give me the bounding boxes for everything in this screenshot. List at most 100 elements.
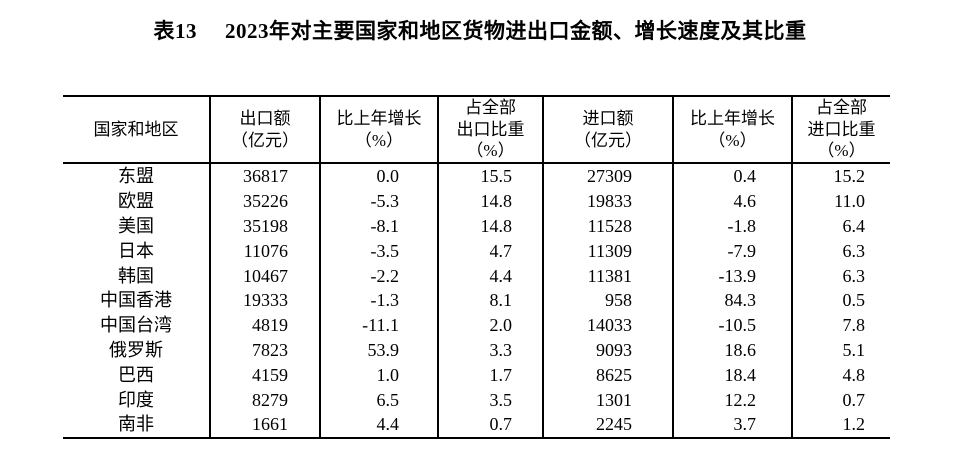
cell-region: 俄罗斯	[109, 339, 163, 360]
cell-import_amount: 11309	[542, 238, 673, 264]
cell-region: 日本	[118, 240, 154, 261]
table-row: 印度 8279 6.5 3.5 1301 12.2 0.7	[63, 387, 890, 412]
col-header-export_share: 占全部 出口比重 （%）	[437, 96, 543, 164]
table-row: 美国 35198 -8.1 14.8 11528 -1.8 6.4	[63, 213, 890, 239]
cell-region: 印度	[118, 389, 154, 410]
table-title: 表13 2023年对主要国家和地区货物进出口金额、增长速度及其比重	[0, 15, 960, 45]
cell-import_growth: 18.6	[672, 337, 792, 363]
cell-export_growth: -5.3	[319, 188, 438, 214]
cell-import_amount: 8625	[542, 362, 673, 388]
cell-import_share: 0.5	[791, 287, 890, 313]
cell-export_growth: 4.4	[319, 411, 438, 438]
cell-import_growth: 3.7	[672, 411, 792, 438]
cell-import_growth: -10.5	[672, 312, 792, 338]
cell-import_share: 6.4	[791, 213, 890, 239]
cell-import_amount: 2245	[542, 411, 673, 438]
table-title-text: 2023年对主要国家和地区货物进出口金额、增长速度及其比重	[225, 19, 807, 43]
col-header-import_amount: 进口额 （亿元）	[542, 96, 673, 164]
cell-import_growth: 0.4	[672, 163, 792, 189]
cell-import_growth: -13.9	[672, 263, 792, 288]
cell-region: 南非	[118, 414, 154, 435]
cell-export_share: 3.3	[437, 337, 543, 363]
cell-region: 韩国	[118, 265, 154, 286]
cell-export_growth: 1.0	[319, 362, 438, 388]
cell-import_amount: 27309	[542, 163, 673, 189]
col-header-import_share: 占全部 进口比重 （%）	[791, 96, 890, 164]
cell-export_share: 4.4	[437, 263, 543, 288]
table-row: 中国香港 19333 -1.3 8.1 958 84.3 0.5	[63, 287, 890, 313]
table-row: 俄罗斯 7823 53.9 3.3 9093 18.6 5.1	[63, 337, 890, 363]
col-header-region: 国家和地区	[63, 96, 210, 164]
trade-statistics-table: 国家和地区 出口额 （亿元） 比上年增长 （%） 占全部 出口比重 （%） 进口额 （亿…	[63, 95, 890, 439]
cell-export_amount: 11076	[209, 238, 320, 264]
cell-export_growth: -8.1	[319, 213, 438, 239]
table-row: 欧盟 35226 -5.3 14.8 19833 4.6 11.0	[63, 188, 890, 214]
cell-import_share: 1.2	[791, 411, 890, 438]
table-row: 中国台湾 4819 -11.1 2.0 14033 -10.5 7.8	[63, 312, 890, 338]
cell-region: 中国台湾	[100, 315, 172, 336]
col-header-export_growth: 比上年增长 （%）	[319, 96, 438, 164]
cell-import_growth: -1.8	[672, 213, 792, 239]
cell-export_growth: -3.5	[319, 238, 438, 264]
cell-import_share: 4.8	[791, 362, 890, 388]
cell-export_amount: 35226	[209, 188, 320, 214]
cell-export_amount: 1661	[209, 411, 320, 438]
table-number: 表13	[153, 19, 197, 43]
cell-export_amount: 19333	[209, 287, 320, 313]
cell-export_amount: 4819	[209, 312, 320, 338]
col-header-export_amount: 出口额 （亿元）	[209, 96, 320, 164]
cell-import_growth: 12.2	[672, 387, 792, 412]
cell-import_amount: 9093	[542, 337, 673, 363]
table-row: 巴西 4159 1.0 1.7 8625 18.4 4.8	[63, 362, 890, 388]
cell-export_share: 14.8	[437, 188, 543, 214]
cell-export_growth: -1.3	[319, 287, 438, 313]
cell-export_growth: 6.5	[319, 387, 438, 412]
table-header: 国家和地区 出口额 （亿元） 比上年增长 （%） 占全部 出口比重 （%） 进口额 （亿…	[63, 96, 890, 164]
header-row: 国家和地区 出口额 （亿元） 比上年增长 （%） 占全部 出口比重 （%） 进口额 （亿…	[63, 96, 890, 164]
cell-import_share: 11.0	[791, 188, 890, 214]
cell-import_share: 6.3	[791, 238, 890, 264]
table-row: 东盟 36817 0.0 15.5 27309 0.4 15.2	[63, 163, 890, 189]
cell-export_share: 8.1	[437, 287, 543, 313]
cell-import_amount: 19833	[542, 188, 673, 214]
table-row: 日本 11076 -3.5 4.7 11309 -7.9 6.3	[63, 238, 890, 264]
cell-import_share: 0.7	[791, 387, 890, 412]
cell-export_growth: 0.0	[319, 163, 438, 189]
col-header-import_growth: 比上年增长 （%）	[672, 96, 792, 164]
cell-import_amount: 11381	[542, 263, 673, 288]
cell-import_growth: 4.6	[672, 188, 792, 214]
cell-region: 东盟	[118, 166, 154, 187]
cell-export_share: 4.7	[437, 238, 543, 264]
cell-export_amount: 7823	[209, 337, 320, 363]
cell-export_share: 15.5	[437, 163, 543, 189]
cell-export_amount: 8279	[209, 387, 320, 412]
cell-export_growth: 53.9	[319, 337, 438, 363]
cell-export_amount: 35198	[209, 213, 320, 239]
cell-import_amount: 958	[542, 287, 673, 313]
cell-import_growth: 18.4	[672, 362, 792, 388]
cell-import_amount: 1301	[542, 387, 673, 412]
cell-import_share: 15.2	[791, 163, 890, 189]
cell-import_amount: 14033	[542, 312, 673, 338]
cell-import_share: 6.3	[791, 263, 890, 288]
cell-export_amount: 4159	[209, 362, 320, 388]
cell-import_amount: 11528	[542, 213, 673, 239]
cell-region: 巴西	[118, 364, 154, 385]
cell-export_growth: -11.1	[319, 312, 438, 338]
cell-export_share: 0.7	[437, 411, 543, 438]
cell-import_share: 7.8	[791, 312, 890, 338]
cell-export_share: 3.5	[437, 387, 543, 412]
cell-import_growth: -7.9	[672, 238, 792, 264]
cell-export_share: 1.7	[437, 362, 543, 388]
cell-region: 美国	[118, 215, 154, 236]
cell-export_amount: 10467	[209, 263, 320, 288]
cell-import_share: 5.1	[791, 337, 890, 363]
cell-export_share: 2.0	[437, 312, 543, 338]
cell-export_share: 14.8	[437, 213, 543, 239]
cell-region: 欧盟	[118, 191, 154, 212]
table-row: 南非 1661 4.4 0.7 2245 3.7 1.2	[63, 411, 890, 438]
cell-export_amount: 36817	[209, 163, 320, 189]
table-row: 韩国 10467 -2.2 4.4 11381 -13.9 6.3	[63, 263, 890, 288]
table-body: 东盟 36817 0.0 15.5 27309 0.4 15.2 欧盟 35226 -5.3 14.…	[63, 163, 890, 438]
